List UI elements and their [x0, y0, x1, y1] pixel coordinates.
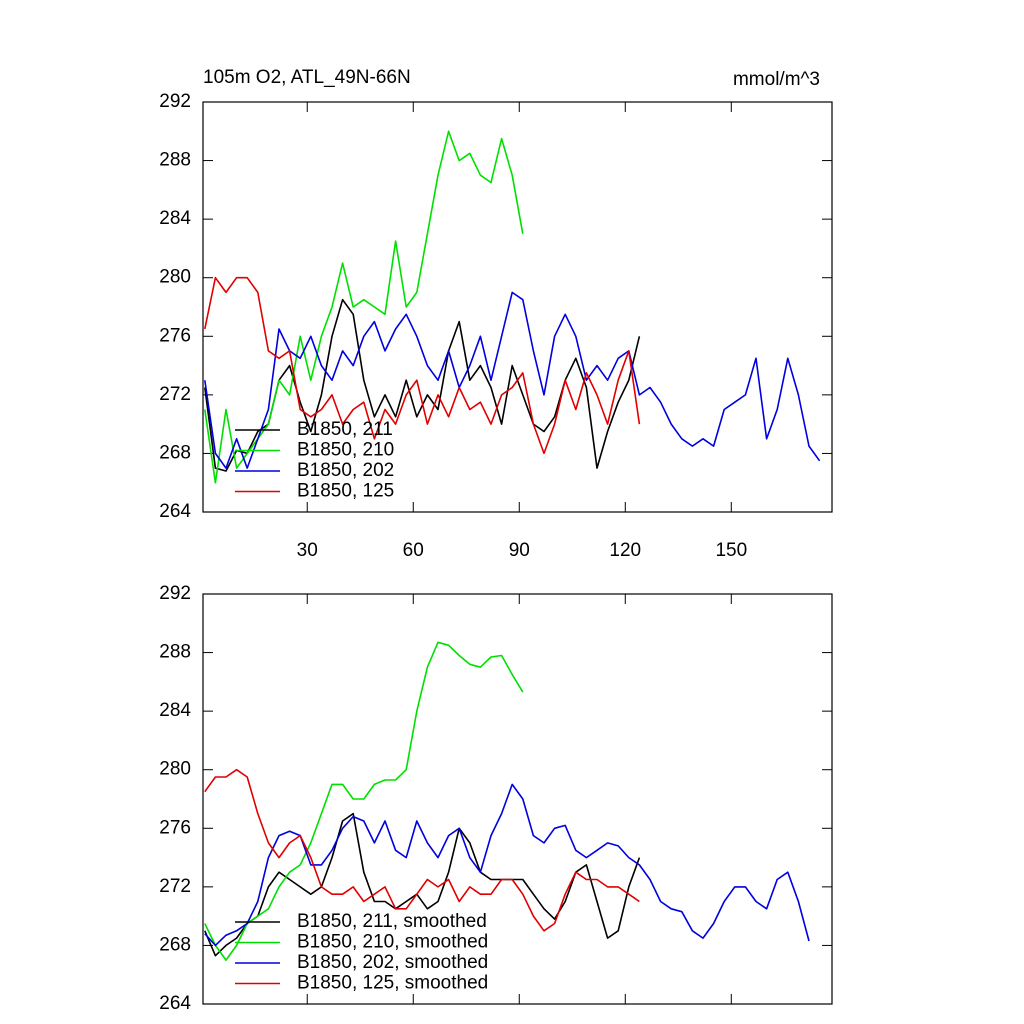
- y-tick-label: 280: [159, 759, 191, 780]
- legend-label: B1850, 210, smoothed: [297, 932, 488, 953]
- units-label: mmol/m^3: [733, 69, 820, 90]
- y-tick-label: 292: [159, 91, 191, 112]
- y-tick-label: 288: [159, 150, 191, 171]
- y-tick-label: 284: [159, 700, 191, 721]
- legend-label: B1850, 125, smoothed: [297, 973, 488, 994]
- series-line: [204, 641, 524, 961]
- y-tick-label: 272: [159, 876, 191, 897]
- y-tick-label: 276: [159, 817, 191, 838]
- legend-label: B1850, 211, smoothed: [297, 911, 487, 932]
- y-tick-label: 268: [159, 934, 191, 955]
- legend-label: B1850, 210: [297, 440, 394, 461]
- y-tick-label: 272: [159, 384, 191, 405]
- legend-label: B1850, 211: [297, 419, 393, 440]
- x-tick-label: 90: [509, 540, 530, 561]
- legend-label: B1850, 202: [297, 460, 394, 481]
- series-line: [204, 768, 640, 932]
- y-tick-label: 280: [159, 267, 191, 288]
- x-tick-label: 30: [297, 540, 318, 561]
- y-tick-label: 284: [159, 208, 191, 229]
- x-tick-label: 60: [403, 540, 424, 561]
- y-tick-label: 288: [159, 642, 191, 663]
- series-line: [204, 812, 641, 957]
- series-line: [204, 276, 641, 455]
- x-tick-label: 120: [609, 540, 641, 561]
- y-tick-label: 264: [159, 993, 191, 1014]
- series-line: [204, 298, 641, 472]
- y-tick-label: 292: [159, 583, 191, 604]
- chart-title: 105m O2, ATL_49N-66N: [203, 67, 411, 88]
- y-tick-label: 264: [159, 501, 191, 522]
- y-tick-label: 276: [159, 325, 191, 346]
- series-line: [204, 783, 810, 947]
- series-line: [204, 291, 821, 469]
- legend-label: B1850, 125: [297, 481, 394, 502]
- plot-frame: [202, 101, 833, 513]
- plot-frame: [202, 593, 833, 1005]
- y-tick-label: 268: [159, 442, 191, 463]
- x-tick-label: 150: [715, 540, 747, 561]
- legend-label: B1850, 202, smoothed: [297, 952, 488, 973]
